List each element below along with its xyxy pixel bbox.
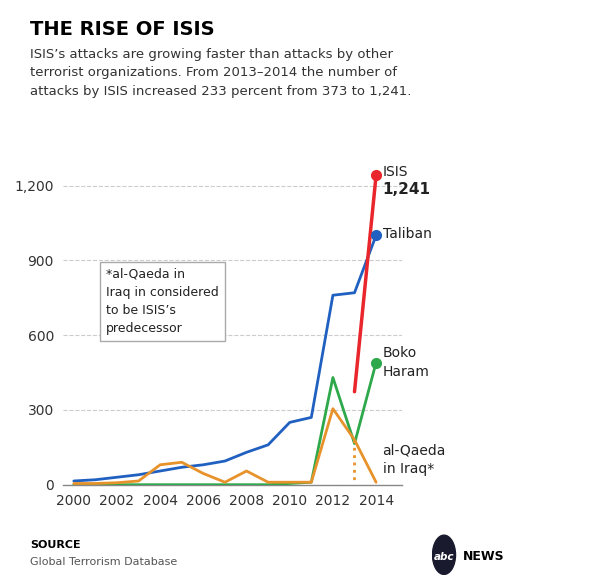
Circle shape	[433, 535, 455, 575]
Text: *al-Qaeda in
Iraq in considered
to be ISIS’s
predecessor: *al-Qaeda in Iraq in considered to be IS…	[106, 268, 219, 335]
Text: 1,241: 1,241	[383, 182, 431, 197]
Text: NEWS: NEWS	[463, 550, 505, 564]
Text: SOURCE: SOURCE	[30, 540, 80, 550]
Text: ISIS’s attacks are growing faster than attacks by other
terrorist organizations.: ISIS’s attacks are growing faster than a…	[30, 48, 412, 98]
Text: THE RISE OF ISIS: THE RISE OF ISIS	[30, 20, 215, 40]
Text: al-Qaeda
in Iraq*: al-Qaeda in Iraq*	[383, 444, 446, 476]
Text: ISIS: ISIS	[383, 165, 408, 179]
Text: Boko
Haram: Boko Haram	[383, 346, 430, 379]
Text: Taliban: Taliban	[383, 227, 431, 241]
Text: Global Terrorism Database: Global Terrorism Database	[30, 557, 177, 566]
Text: abc: abc	[434, 552, 454, 562]
